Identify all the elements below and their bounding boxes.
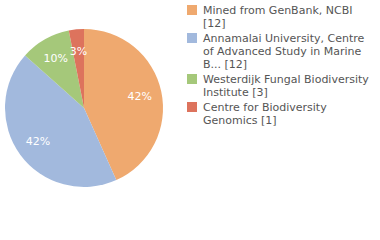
data-label: 42% — [127, 90, 151, 103]
data-label: 10% — [44, 52, 68, 65]
pie: 42% 42% 10%3% — [5, 29, 163, 187]
legend-swatch — [187, 102, 197, 112]
legend-label: Westerdijk Fungal BiodiversityInstitute … — [203, 73, 369, 99]
data-label: 3% — [70, 45, 87, 58]
data-label: 42% — [26, 135, 50, 148]
legend: Mined from GenBank, NCBI[12]Annamalai Un… — [187, 4, 369, 127]
legend-label: Centre for BiodiversityGenomics [1] — [203, 101, 327, 127]
legend-swatch — [187, 33, 197, 43]
chart: 42% 42% 10%3% Mined from GenBank, NCBI[12]A… — [0, 0, 380, 240]
pie-slice — [69, 29, 84, 108]
legend-label: Mined from GenBank, NCBI[12] — [203, 4, 352, 30]
legend-swatch — [187, 74, 197, 84]
legend-swatch — [187, 5, 197, 15]
legend-label: Annamalai University, Centreof Advanced … — [203, 32, 365, 71]
